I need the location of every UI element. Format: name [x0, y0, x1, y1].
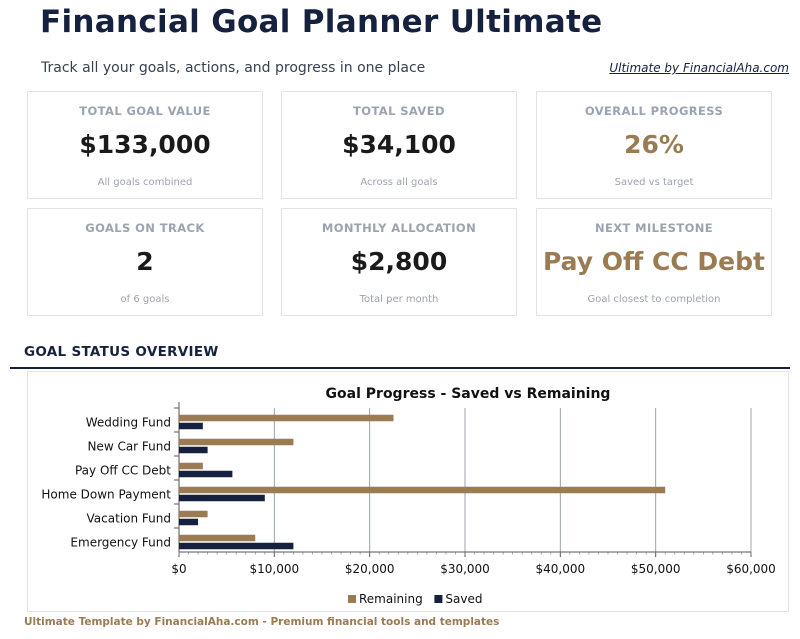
card-total-saved: TOTAL SAVED $34,100 Across all goals — [281, 91, 517, 199]
y-category-label: Pay Off CC Debt — [75, 464, 171, 478]
chart-title: Goal Progress - Saved vs Remaining — [326, 386, 611, 402]
legend-swatch-remaining — [348, 595, 356, 603]
card-value: 2 — [136, 247, 154, 276]
card-label: NEXT MILESTONE — [594, 221, 714, 235]
y-category-label: Vacation Fund — [87, 512, 171, 526]
card-label: TOTAL GOAL VALUE — [79, 104, 211, 118]
y-category-label: Emergency Fund — [70, 536, 171, 550]
x-tick-label: $40,000 — [536, 562, 586, 576]
card-subtext: Across all goals — [360, 177, 438, 188]
bar-remaining — [179, 438, 294, 446]
card-label: MONTHLY ALLOCATION — [321, 221, 477, 235]
page-title: Financial Goal Planner Ultimate — [40, 4, 603, 40]
card-label: GOALS ON TRACK — [85, 221, 205, 235]
x-tick-label: $30,000 — [440, 562, 490, 576]
bar-remaining — [179, 462, 203, 470]
chart-container: Goal Progress - Saved vs Remaining $0 $10,… — [27, 371, 789, 612]
y-category-label: New Car Fund — [87, 440, 171, 454]
card-subtext: Goal closest to completion — [587, 294, 721, 305]
bar-remaining — [179, 510, 208, 518]
x-tick-label: $0 — [171, 562, 186, 576]
bar-saved — [179, 518, 199, 526]
card-subtext: Saved vs target — [614, 177, 694, 188]
card-value: Pay Off CC Debt — [543, 247, 765, 276]
section-divider — [10, 367, 790, 369]
y-category-label: Home Down Payment — [41, 488, 171, 502]
bar-saved — [179, 470, 233, 478]
bar-remaining — [179, 534, 256, 542]
x-tick-label: $20,000 — [345, 562, 395, 576]
card-subtext: Total per month — [359, 294, 439, 305]
x-tick-label: $10,000 — [250, 562, 300, 576]
bar-saved — [179, 494, 265, 502]
page-subtitle: Track all your goals, actions, and progr… — [41, 60, 426, 76]
brand-link[interactable]: Ultimate by FinancialAha.com — [609, 61, 789, 75]
card-label: OVERALL PROGRESS — [584, 104, 724, 118]
bar-saved — [179, 542, 294, 550]
x-tick-label: $60,000 — [726, 562, 776, 576]
legend-swatch-saved — [434, 595, 443, 603]
card-value: 26% — [624, 130, 684, 159]
card-subtext: All goals combined — [97, 177, 193, 188]
section-title: GOAL STATUS OVERVIEW — [24, 344, 219, 360]
card-monthly-allocation: MONTHLY ALLOCATION $2,800 Total per mont… — [281, 208, 517, 316]
goal-progress-chart: Goal Progress - Saved vs Remaining $0 $10,… — [41, 386, 776, 606]
bar-remaining — [179, 414, 394, 422]
card-value: $133,000 — [79, 130, 211, 159]
card-label: TOTAL SAVED — [353, 104, 445, 118]
y-category-label: Wedding Fund — [86, 416, 171, 430]
footer-text: Ultimate Template by FinancialAha.com - … — [24, 616, 500, 628]
card-next-milestone: NEXT MILESTONE Pay Off CC Debt Goal clos… — [536, 208, 772, 316]
bar-remaining — [179, 486, 666, 494]
card-goals-on-track: GOALS ON TRACK 2 of 6 goals — [27, 208, 263, 316]
card-value: $34,100 — [342, 130, 456, 159]
card-value: $2,800 — [350, 247, 448, 276]
bar-saved — [179, 446, 208, 454]
x-tick-label: $50,000 — [631, 562, 681, 576]
card-overall-progress: OVERALL PROGRESS 26% Saved vs target — [536, 91, 772, 199]
legend-label-remaining: Remaining — [359, 592, 423, 606]
legend-label-saved: Saved — [445, 592, 482, 606]
bar-saved — [179, 422, 203, 430]
card-total-goal-value: TOTAL GOAL VALUE $133,000 All goals comb… — [27, 91, 263, 199]
card-subtext: of 6 goals — [120, 294, 170, 305]
